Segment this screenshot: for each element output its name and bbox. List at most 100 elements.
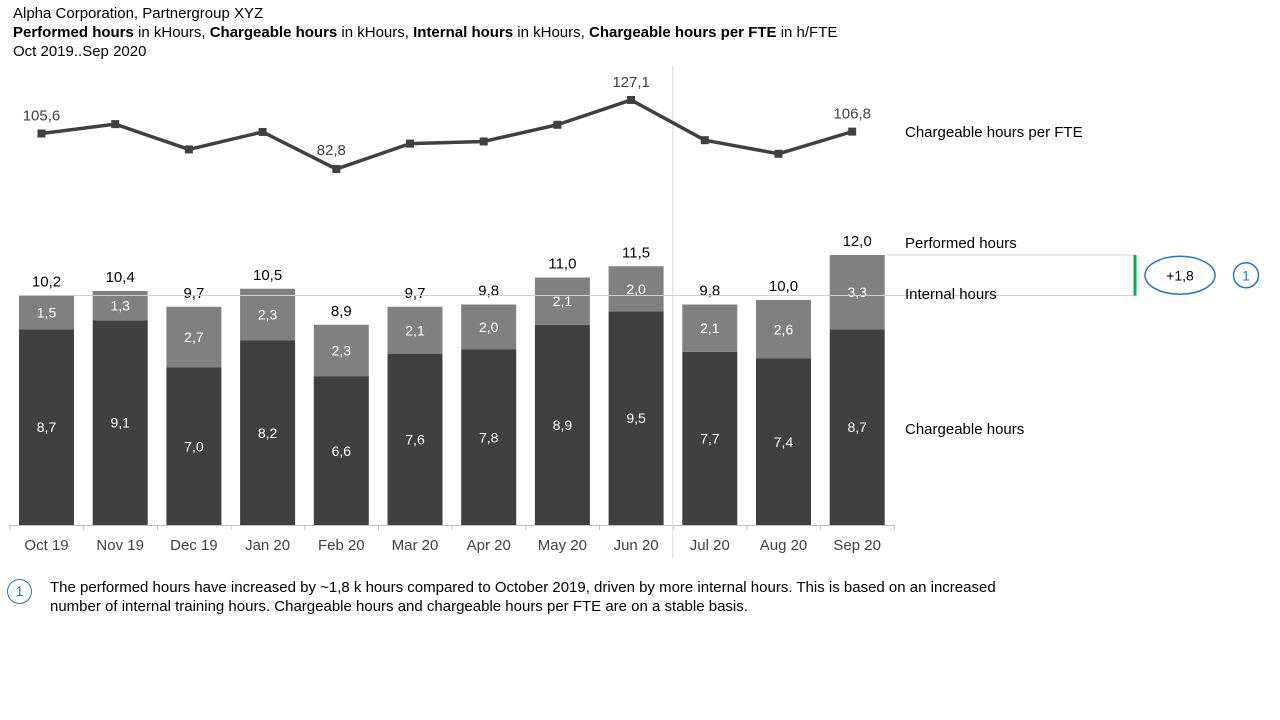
fte-point-8 (627, 95, 636, 104)
performed-total-label-1: 10,4 (106, 269, 135, 286)
company-title: Alpha Corporation, Partnergroup XYZ (13, 5, 264, 22)
difference-label: +1,8 (1166, 267, 1194, 283)
internal-value-label-6: 2,0 (479, 319, 499, 335)
fte-point-11 (848, 127, 857, 136)
chargeable-bar-5 (387, 354, 443, 525)
performed-total-label-8: 11,5 (622, 244, 650, 261)
fte-point-9 (700, 136, 709, 145)
internal-value-label-10: 2,6 (774, 321, 794, 337)
internal-value-label-7: 2,1 (553, 293, 573, 309)
fte-value-label-4: 82,8 (317, 142, 346, 159)
internal-bar-9 (682, 304, 738, 352)
category-tick-label-11: Sep 20 (833, 537, 881, 554)
chargeable-value-label-5: 7,6 (405, 432, 425, 448)
category-tick-label-0: Oct 19 (24, 537, 68, 554)
difference-footnote-marker-label: 1 (1242, 267, 1250, 283)
fte-point-6 (479, 137, 488, 146)
performed-total-label-4: 8,9 (331, 303, 352, 320)
chargeable-bar-0 (19, 329, 74, 525)
chargeable-bar-9 (682, 351, 738, 525)
fte-point-3 (258, 127, 267, 136)
chargeable-value-label-6: 7,8 (479, 429, 499, 445)
category-tick-label-2: Dec 19 (170, 537, 218, 554)
fte-value-label-8: 127,1 (612, 74, 650, 91)
fte-line (41, 98, 853, 171)
performed-total-label-11: 12,0 (843, 233, 872, 250)
fte-point-1 (111, 120, 120, 129)
internal-bar-7 (534, 277, 590, 325)
internal-value-label-8: 2,0 (626, 281, 646, 297)
chargeable-bar-6 (461, 349, 517, 525)
measure-unit-3: in h/FTE (776, 24, 838, 41)
chargeable-value-label-7: 8,9 (553, 417, 573, 433)
performed-total-label-5: 9,7 (405, 285, 426, 302)
legend-label-performed: Performed hours (905, 235, 1017, 252)
internal-value-label-11: 3,3 (847, 284, 867, 300)
fte-value-label-0: 105,6 (23, 108, 61, 125)
internal-value-label-9: 2,1 (700, 320, 720, 336)
category-tick-label-8: Jun 20 (614, 537, 659, 554)
internal-bar-10 (756, 300, 811, 359)
fte-point-5 (406, 139, 414, 148)
chargeable-bar-1 (92, 320, 148, 525)
period-label: Oct 2019..Sep 2020 (13, 43, 147, 60)
internal-bar-2 (166, 306, 222, 368)
performed-total-label-7: 11,0 (548, 256, 576, 273)
footnote-text: The performed hours have increased by ~1… (50, 579, 996, 615)
legend-label-internal: Internal hours (905, 286, 997, 303)
chargeable-value-label-2: 7,0 (184, 438, 204, 454)
chargeable-bar-2 (166, 367, 222, 525)
performed-total-label-9: 9,8 (699, 283, 720, 300)
category-tick-label-9: Jul 20 (690, 537, 730, 554)
fte-point-0 (37, 129, 46, 138)
fte-point-7 (553, 120, 562, 129)
internal-bar-4 (313, 324, 369, 377)
measure-unit-1: in kHours, (337, 24, 414, 41)
internal-value-label-5: 2,1 (405, 322, 425, 338)
internal-bar-11 (829, 255, 885, 330)
performed-total-label-0: 10,2 (32, 274, 61, 291)
category-tick-label-3: Jan 20 (245, 537, 290, 554)
measure-name-0: Performed hours (13, 24, 134, 41)
fte-value-label-11: 106,8 (833, 106, 871, 123)
legend-label-chargeable: Chargeable hours (905, 421, 1024, 438)
category-tick-label-5: Mar 20 (392, 537, 439, 554)
chargeable-value-label-3: 8,2 (258, 425, 278, 441)
chargeable-value-label-1: 9,1 (110, 415, 130, 431)
performed-total-label-2: 9,7 (183, 285, 204, 302)
measure-unit-0: in kHours, (133, 24, 210, 41)
performed-total-label-3: 10,5 (253, 267, 282, 284)
internal-bar-3 (240, 288, 296, 341)
chargeable-bar-3 (240, 340, 296, 525)
chargeable-value-label-8: 9,5 (626, 410, 646, 426)
category-tick-label-7: May 20 (538, 537, 587, 554)
performed-total-label-10: 10,0 (769, 278, 798, 295)
fte-point-4 (332, 165, 341, 174)
category-tick-label-1: Nov 19 (96, 537, 144, 554)
fte-point-2 (184, 145, 193, 154)
measures-subtitle: Performed hours in kHours, Chargeable ho… (13, 23, 837, 42)
performed-total-label-6: 9,8 (478, 283, 499, 300)
footnote-marker: 1 (7, 579, 32, 604)
chargeable-value-label-0: 8,7 (37, 419, 57, 435)
category-tick-label-10: Aug 20 (760, 537, 808, 554)
category-tick-label-4: Feb 20 (318, 537, 365, 554)
internal-bar-0 (19, 295, 74, 330)
internal-value-label-1: 1,3 (110, 298, 130, 314)
measure-name-1: Chargeable hours (209, 24, 338, 41)
difference-footnote-marker (1232, 262, 1260, 289)
internal-value-label-2: 2,7 (184, 329, 204, 345)
internal-bar-8 (608, 266, 664, 312)
chargeable-bar-11 (829, 329, 885, 525)
chargeable-bar-10 (756, 358, 811, 525)
difference-ellipse (1144, 255, 1216, 295)
internal-value-label-4: 2,3 (332, 343, 352, 359)
legend-label-fte: Chargeable hours per FTE (905, 124, 1083, 141)
chargeable-bar-8 (608, 311, 664, 525)
internal-value-label-3: 2,3 (258, 307, 278, 323)
internal-bar-5 (387, 306, 443, 354)
chargeable-value-label-11: 8,7 (847, 419, 867, 435)
measure-unit-2: in kHours, (513, 24, 589, 41)
internal-value-label-0: 1,5 (37, 304, 57, 320)
